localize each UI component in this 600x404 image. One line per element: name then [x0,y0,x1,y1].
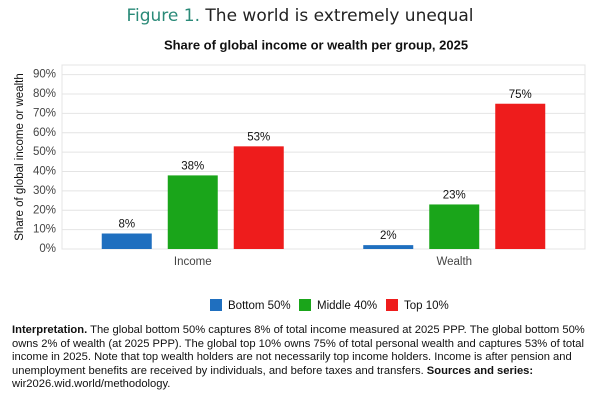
x-tick-label: Wealth [436,256,472,268]
chart-title: Share of global income or wealth per gro… [164,37,468,52]
figure-header: Figure 1. The world is extremely unequal [0,6,600,26]
bar [429,204,480,249]
bar [495,103,546,249]
x-tick-label: Income [174,256,212,268]
legend-label: Middle 40% [317,300,377,312]
bar [233,146,284,249]
y-tick-label: 80% [33,88,56,100]
y-tick-label: 60% [33,127,56,139]
note-text: The global bottom 50% captures 8% of tot… [12,324,585,377]
bar [167,175,218,249]
bar [101,233,152,249]
legend-swatch [386,299,398,311]
chart: Share of global income or wealth per gro… [14,37,586,312]
y-tick-label: 40% [33,166,56,178]
bar [363,245,414,249]
value-label: 53% [247,131,270,143]
value-label: 23% [443,189,466,201]
legend-swatch [299,299,311,311]
y-tick-label: 10% [33,224,56,236]
figure-label: Figure 1. [126,6,200,26]
y-tick-label: 20% [33,204,56,216]
sources-text: wir2026.wid.world/methodology. [12,378,171,390]
y-tick-label: 30% [33,185,56,197]
y-tick-label: 0% [39,243,56,255]
value-label: 38% [181,160,204,172]
y-tick-label: 70% [33,107,56,119]
figure-title: The world is extremely unequal [205,6,474,26]
y-tick-label: 50% [33,146,56,158]
note-label: Interpretation. [12,324,88,336]
sources-label: Sources and series: [426,364,534,377]
legend-swatch [210,299,222,311]
y-tick-label: 90% [33,69,56,81]
y-axis-label: Share of global income or wealth [14,73,26,241]
value-label: 75% [509,89,532,101]
value-label: 8% [118,219,135,231]
legend-label: Top 10% [404,300,449,312]
legend-label: Bottom 50% [228,300,291,312]
value-label: 2% [380,230,397,242]
interpretation-note: Interpretation. The global bottom 50% ca… [12,324,590,392]
